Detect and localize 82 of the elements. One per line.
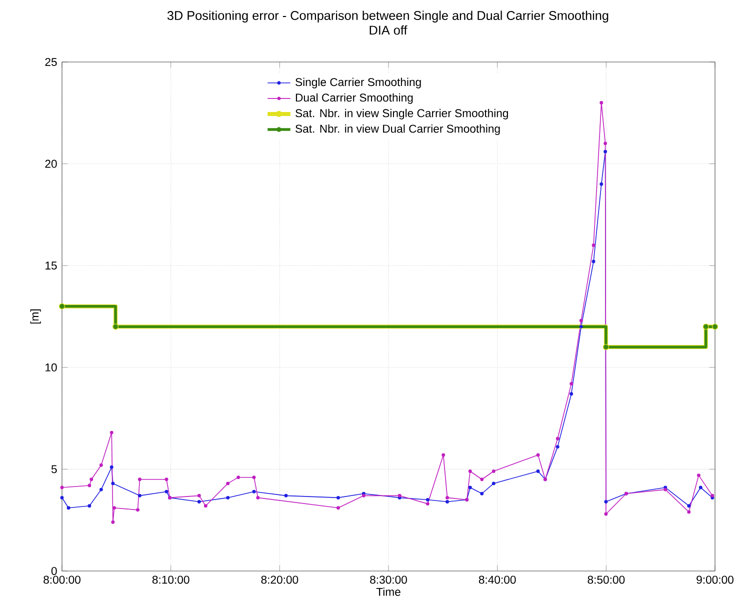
point	[592, 260, 596, 264]
point	[426, 502, 430, 506]
point	[138, 494, 142, 498]
chart-subtitle: DIA off	[370, 25, 408, 35]
point	[579, 324, 583, 328]
y-tick-label: 0	[51, 566, 57, 576]
point	[66, 506, 70, 510]
point	[111, 482, 115, 486]
point	[90, 478, 94, 482]
point	[197, 494, 201, 498]
x-tick-label: 8:20:00	[261, 576, 298, 584]
point	[480, 492, 484, 496]
point	[60, 486, 64, 490]
point	[570, 392, 574, 396]
point	[600, 100, 604, 104]
chart-title: 3D Positioning error - Comparison between Single and Dual Carrier Smoothing	[167, 10, 608, 23]
point	[99, 463, 103, 467]
point	[336, 496, 340, 500]
point	[226, 496, 230, 500]
point	[592, 244, 596, 247]
point	[687, 510, 691, 514]
point	[570, 382, 574, 386]
point	[164, 478, 168, 482]
x-axis-title: Time	[376, 588, 400, 596]
x-tick-label: 8:10:00	[152, 576, 190, 584]
point	[88, 484, 92, 488]
point	[112, 506, 116, 510]
y-tick-label: 5	[51, 465, 57, 474]
y-tick-label: 20	[45, 160, 57, 168]
point	[256, 496, 260, 500]
point	[604, 512, 608, 516]
point	[204, 504, 208, 508]
point	[284, 494, 288, 498]
point	[600, 182, 604, 186]
point	[136, 508, 140, 512]
point	[252, 490, 256, 494]
point	[99, 488, 103, 492]
x-tick-label: 8:00:00	[44, 576, 80, 584]
y-tick-label: 15	[46, 262, 57, 270]
y-tick-label: 25	[45, 58, 57, 66]
point	[88, 504, 92, 508]
point	[536, 453, 540, 457]
point	[111, 520, 115, 524]
x-tick-label: 9:00:00	[696, 576, 734, 584]
point	[336, 506, 340, 510]
y-axis-title: [m]	[30, 309, 41, 324]
point	[236, 476, 240, 480]
y-tick-label: 10	[46, 363, 57, 372]
legend-label: Single Carrier Smoothing	[296, 78, 421, 88]
point	[556, 445, 560, 449]
x-tick-label: 8:30:00	[370, 576, 407, 584]
point	[110, 465, 114, 469]
point	[164, 490, 168, 494]
legend-label: Dual Carrier Smoothing	[296, 93, 413, 104]
point	[110, 430, 114, 434]
point	[492, 470, 496, 473]
point	[197, 500, 201, 504]
point	[468, 486, 472, 490]
legend-label: Sat. Nbr. in view Single Carrier Smoothing	[296, 108, 508, 120]
point	[604, 500, 608, 504]
point	[696, 474, 700, 478]
x-tick-label: 8:50:00	[588, 576, 625, 584]
point	[60, 496, 64, 500]
point	[556, 436, 560, 440]
x-tick-label: 8:40:00	[478, 576, 516, 584]
point	[579, 318, 583, 322]
point	[480, 478, 484, 482]
point	[426, 498, 430, 502]
point	[468, 470, 472, 473]
point	[252, 476, 256, 480]
legend-label: Sat. Nbr. in view Dual Carrier Smoothing	[296, 124, 500, 135]
point	[446, 500, 450, 504]
point	[492, 482, 496, 486]
point	[536, 470, 540, 473]
point	[446, 496, 450, 500]
point	[138, 478, 142, 482]
point	[687, 504, 691, 508]
point	[442, 453, 446, 457]
point	[226, 482, 230, 486]
point	[604, 142, 608, 146]
point	[698, 486, 702, 490]
point	[604, 150, 608, 154]
